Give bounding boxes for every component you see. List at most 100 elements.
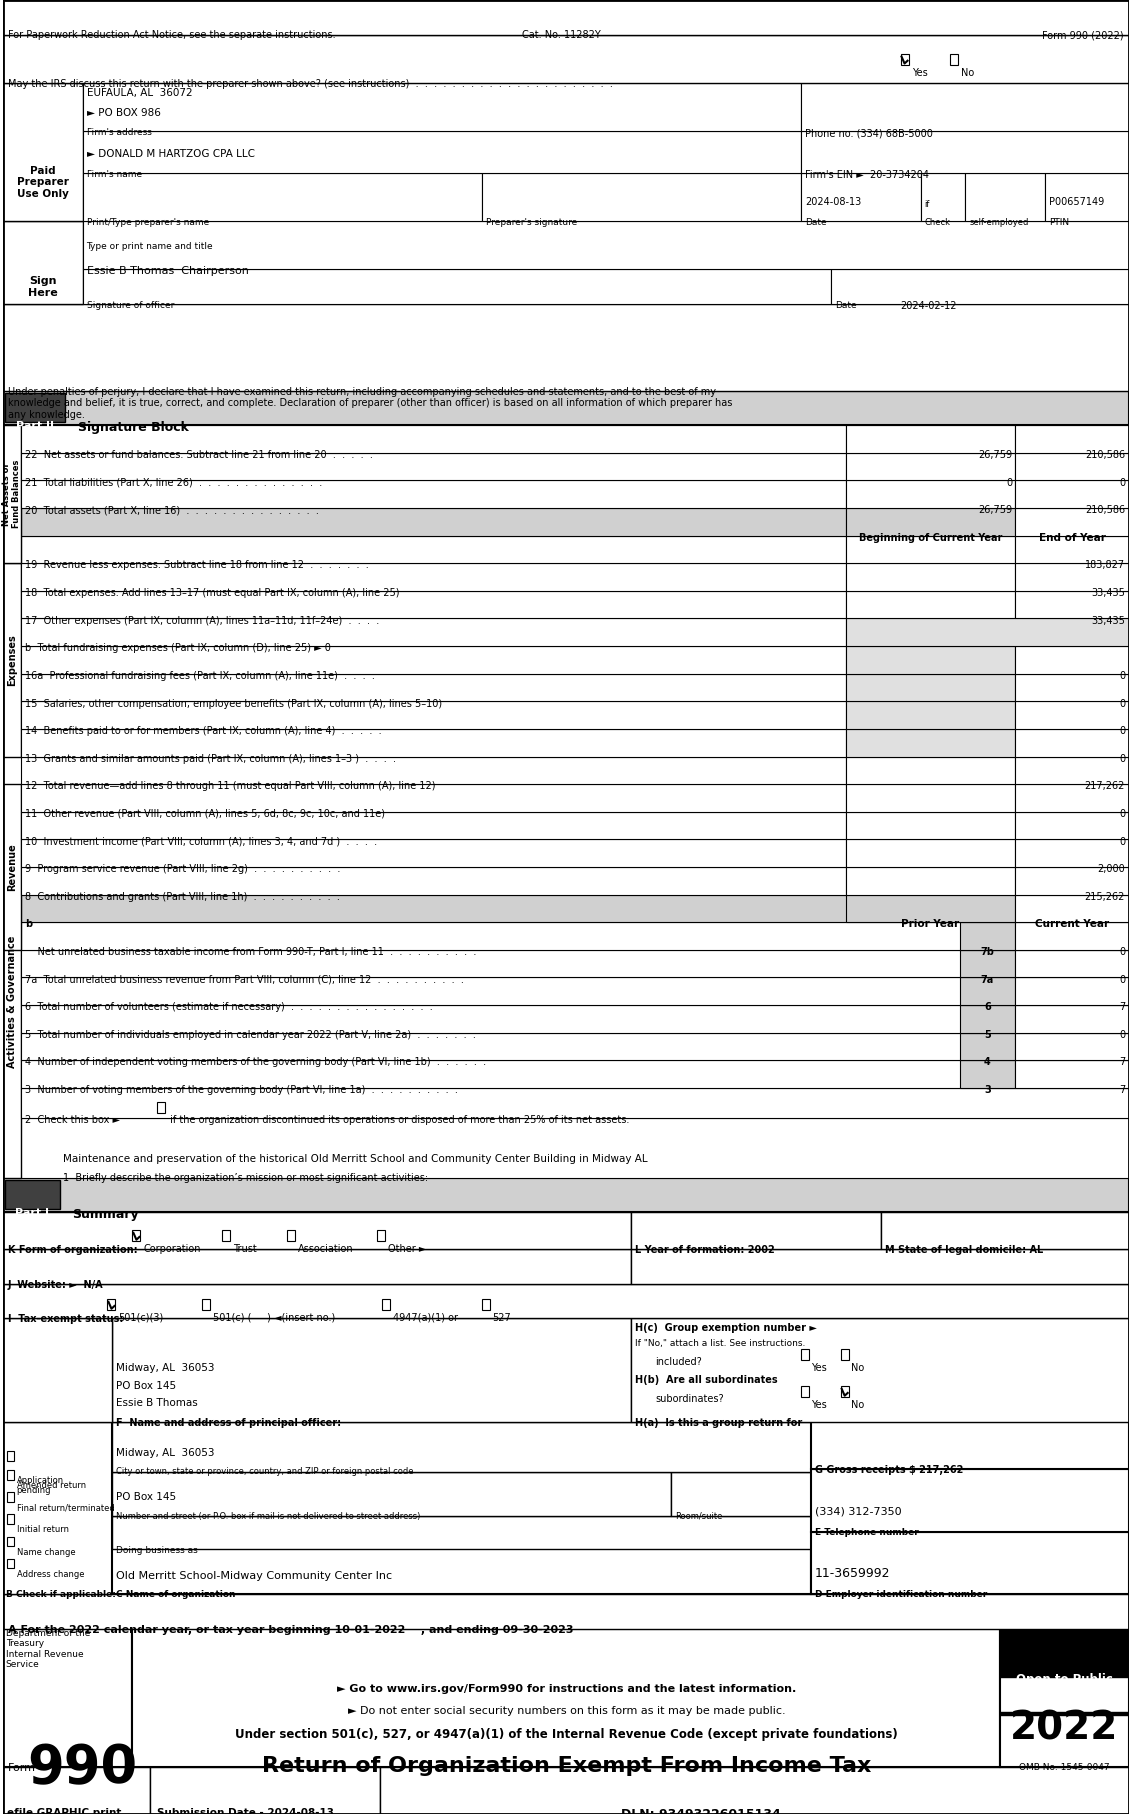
Text: Check: Check	[925, 218, 951, 227]
Text: K Form of organization:: K Form of organization:	[8, 1244, 138, 1255]
Bar	[20, 729, 846, 756]
Text: C Name of organization: C Name of organization	[116, 1591, 236, 1600]
Text: 11  Other revenue (Part VIII, column (A), lines 5, 6d, 8c, 9c, 10c, and 11e): 11 Other revenue (Part VIII, column (A),…	[25, 809, 385, 818]
Text: 19  Revenue less expenses. Subtract line 18 from line 12  .  .  .  .  .  .  .: 19 Revenue less expenses. Subtract line …	[25, 561, 368, 570]
Bar	[1015, 1005, 1129, 1032]
Text: Part II: Part II	[16, 421, 54, 432]
Bar	[1015, 756, 1129, 784]
Bar	[113, 1422, 811, 1595]
Text: Firm's name: Firm's name	[87, 171, 141, 180]
Bar	[20, 922, 1129, 951]
Text: PTIN: PTIN	[1049, 218, 1069, 227]
Text: 26,759: 26,759	[978, 506, 1013, 515]
Text: 2024-02-12: 2024-02-12	[901, 301, 957, 310]
Bar	[2, 221, 82, 303]
Text: Essie B Thomas  Chairperson: Essie B Thomas Chairperson	[87, 267, 248, 276]
Bar	[841, 1350, 849, 1360]
Text: Name change: Name change	[17, 1547, 76, 1556]
Text: Final return/terminated: Final return/terminated	[17, 1504, 114, 1513]
Bar	[20, 1059, 1129, 1088]
Bar	[2, 1767, 1129, 1814]
Text: H(a)  Is this a group return for: H(a) Is this a group return for	[636, 1419, 803, 1428]
Bar	[82, 221, 1129, 268]
Text: L Year of formation: 2002: L Year of formation: 2002	[636, 1244, 774, 1255]
Bar	[846, 729, 1015, 756]
Bar	[1015, 978, 1129, 1005]
Text: 7a: 7a	[981, 974, 994, 985]
Text: Department of the
Treasury
Internal Revenue
Service: Department of the Treasury Internal Reve…	[6, 1629, 90, 1669]
Text: 10  Investment income (Part VIII, column (A), lines 3, 4, and 7d )  .  .  .  .: 10 Investment income (Part VIII, column …	[25, 836, 377, 847]
Bar	[20, 646, 846, 673]
Text: 13  Grants and similar amounts paid (Part IX, column (A), lines 1–3 )  .  .  .  : 13 Grants and similar amounts paid (Part…	[25, 755, 395, 764]
Text: Date: Date	[834, 301, 856, 310]
Bar	[1015, 673, 1129, 702]
Text: 12  Total revenue—add lines 8 through 11 (must equal Part VIII, column (A), line: 12 Total revenue—add lines 8 through 11 …	[25, 782, 435, 791]
Bar	[846, 619, 1129, 646]
Text: 6: 6	[984, 1003, 991, 1012]
Bar	[20, 840, 846, 867]
Text: (334) 312-7350: (334) 312-7350	[815, 1506, 901, 1517]
Bar	[2, 784, 20, 951]
Bar	[961, 978, 1015, 1005]
Text: 7: 7	[1119, 1058, 1124, 1067]
Text: EUFAULA, AL  36072: EUFAULA, AL 36072	[87, 89, 192, 98]
Text: 26,759: 26,759	[978, 450, 1013, 461]
Text: b: b	[25, 920, 32, 929]
Bar	[20, 454, 846, 481]
Text: Return of Organization Exempt From Income Tax: Return of Organization Exempt From Incom…	[262, 1756, 872, 1776]
Bar	[2, 1212, 631, 1250]
Bar	[846, 454, 1015, 481]
Bar	[379, 1767, 1129, 1814]
Text: 0: 0	[1119, 671, 1124, 680]
Text: If "No," attach a list. See instructions.: If "No," attach a list. See instructions…	[636, 1339, 806, 1348]
Text: b  Total fundraising expenses (Part IX, column (D), line 25) ► 0: b Total fundraising expenses (Part IX, c…	[25, 644, 331, 653]
Bar	[920, 172, 965, 221]
Text: 9  Program service revenue (Part VIII, line 2g)  .  .  .  .  .  .  .  .  .  .: 9 Program service revenue (Part VIII, li…	[25, 863, 340, 874]
Text: 0: 0	[1119, 809, 1124, 818]
Text: Midway, AL  36053: Midway, AL 36053	[116, 1448, 215, 1458]
Bar	[846, 424, 1015, 454]
Text: 0: 0	[1119, 477, 1124, 488]
Text: Under section 501(c), 527, or 4947(a)(1) of the Internal Revenue Code (except pr: Under section 501(c), 527, or 4947(a)(1)…	[235, 1729, 898, 1741]
Bar	[2, 564, 20, 756]
Bar	[846, 481, 1015, 508]
Text: Phone no. (334) 68B-5000: Phone no. (334) 68B-5000	[805, 129, 933, 138]
Text: 5: 5	[984, 1030, 991, 1039]
Text: 16a  Professional fundraising fees (Part IX, column (A), line 11e)  .  .  .  .: 16a Professional fundraising fees (Part …	[25, 671, 375, 680]
Text: Sign
Here: Sign Here	[28, 276, 58, 297]
Text: P00657149: P00657149	[1049, 198, 1104, 207]
Bar	[2, 1250, 631, 1284]
Text: May the IRS discuss this return with the preparer shown above? (see instructions: May the IRS discuss this return with the…	[8, 78, 613, 89]
Bar	[7, 1471, 14, 1480]
Text: Firm's EIN ►  20-3734204: Firm's EIN ► 20-3734204	[805, 171, 929, 180]
Text: G Gross receipts $ 217,262: G Gross receipts $ 217,262	[815, 1464, 963, 1475]
Text: 210,586: 210,586	[1085, 506, 1124, 515]
Text: 0: 0	[1119, 726, 1124, 736]
Bar	[150, 1767, 379, 1814]
Text: D Employer identification number: D Employer identification number	[815, 1591, 987, 1600]
Bar	[881, 1212, 1129, 1250]
Text: Midway, AL  36053: Midway, AL 36053	[116, 1362, 215, 1373]
Text: efile GRAPHIC print: efile GRAPHIC print	[7, 1809, 121, 1814]
Bar	[20, 564, 846, 591]
Bar	[2, 1177, 1129, 1212]
Bar	[846, 840, 1015, 867]
Bar	[202, 1299, 210, 1310]
Text: Type or print name and title: Type or print name and title	[87, 241, 213, 250]
Text: DLN: 93493226015134: DLN: 93493226015134	[621, 1809, 781, 1814]
Bar	[846, 535, 1015, 564]
Text: Beginning of Current Year: Beginning of Current Year	[859, 533, 1003, 542]
Text: Yes: Yes	[811, 1362, 826, 1373]
Text: 7: 7	[1119, 1085, 1124, 1096]
Text: 0: 0	[1119, 974, 1124, 985]
Text: 990: 990	[28, 1741, 138, 1794]
Text: 2024-08-13: 2024-08-13	[805, 198, 861, 207]
Bar	[800, 131, 1129, 172]
Text: 22  Net assets or fund balances. Subtract line 21 from line 20  .  .  .  .  .: 22 Net assets or fund balances. Subtract…	[25, 450, 373, 461]
Text: Prior Year: Prior Year	[901, 920, 960, 929]
Bar	[961, 1059, 1015, 1088]
Bar	[20, 424, 846, 454]
Text: Number and street (or P.O. box if mail is not delivered to street address): Number and street (or P.O. box if mail i…	[116, 1511, 421, 1520]
Text: 18  Total expenses. Add lines 13–17 (must equal Part IX, column (A), line 25): 18 Total expenses. Add lines 13–17 (must…	[25, 588, 400, 599]
Bar	[20, 1005, 1129, 1032]
